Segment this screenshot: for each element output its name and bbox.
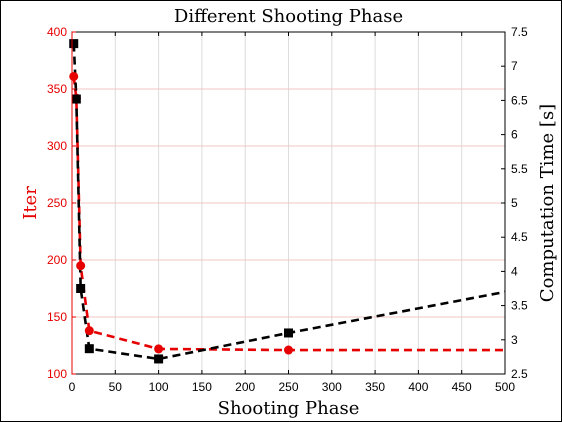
right-tick-label: 3: [511, 333, 518, 347]
data-point-square: [154, 354, 164, 364]
right-tick-label: 2.5: [511, 367, 528, 381]
series-line-2: [72, 43, 506, 361]
data-point-square: [71, 94, 81, 104]
right-tick-label: 7: [511, 59, 518, 73]
data-point-square: [76, 284, 86, 293]
x-axis-label: Shooting Phase: [218, 398, 360, 419]
x-tick-label: 400: [408, 380, 428, 394]
left-tick-label: 150: [47, 310, 67, 324]
x-tick-label: 100: [149, 380, 169, 394]
right-tick-label: 6: [511, 128, 518, 142]
left-tick-label: 100: [47, 367, 67, 381]
data-point-circle: [84, 326, 94, 336]
right-tick-label: 4: [511, 264, 518, 278]
data-point-square: [284, 328, 293, 338]
data-point-square: [69, 39, 79, 49]
x-tick-label: 50: [109, 380, 123, 394]
right-tick-label: 4.5: [511, 230, 528, 244]
right-tick-label: 5: [511, 196, 518, 210]
right-tick-label: 6.5: [511, 93, 528, 107]
series-lines: [72, 43, 506, 361]
data-point-square: [84, 344, 94, 354]
grid-lines: [71, 31, 506, 375]
left-tick-label: 300: [47, 139, 67, 153]
left-tick-label: 400: [47, 25, 67, 39]
series-markers: [69, 39, 293, 364]
right-axis-ticks: 2.5 3 3.5 4 4.5 5 5.5 6 6.5 7 7.5: [501, 25, 528, 381]
left-tick-label: 200: [47, 253, 67, 267]
right-tick-label: 5.5: [511, 162, 528, 176]
series-line-1: [72, 76, 505, 352]
right-tick-label: 7.5: [511, 25, 528, 39]
left-tick-label: 350: [47, 82, 67, 96]
x-tick-label: 450: [452, 380, 472, 394]
x-tick-label: 200: [235, 380, 255, 394]
x-tick-label: 500: [495, 380, 515, 394]
data-point-circle: [76, 261, 86, 271]
data-point-circle: [69, 71, 79, 81]
left-tick-label: 250: [47, 196, 67, 210]
left-axis-label: Iter: [20, 186, 41, 220]
x-tick-label: 250: [278, 380, 298, 394]
data-point-circle: [284, 345, 293, 355]
x-tick-label: 0: [69, 380, 76, 394]
x-tick-label: 300: [322, 380, 342, 394]
x-axis-ticks: 0 50 100 150 200 250 300 350 400 450 500: [69, 32, 515, 394]
data-point-circle: [154, 344, 164, 354]
x-tick-label: 150: [192, 380, 212, 394]
right-axis-label: Computation Time [s]: [537, 104, 558, 302]
x-tick-label: 350: [365, 380, 385, 394]
chart-title: Different Shooting Phase: [174, 6, 403, 27]
left-axis-ticks: 100 150 200 250 300 350 400: [47, 25, 76, 381]
right-tick-label: 3.5: [511, 299, 528, 313]
